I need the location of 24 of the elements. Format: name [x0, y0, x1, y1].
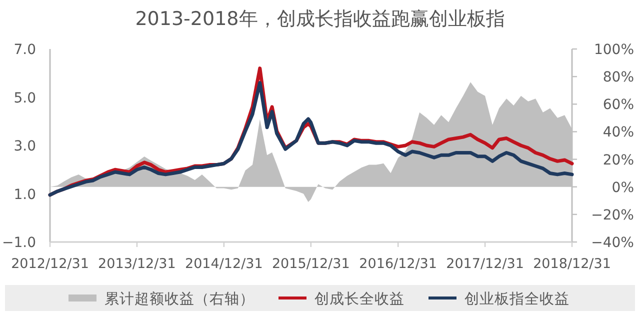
y2-tick-label: 20% [602, 152, 634, 168]
x-tick-label: 2012/12/31 [11, 256, 89, 272]
x-tick-label: 2017/12/31 [446, 256, 524, 272]
y-tick-label: 5.0 [14, 90, 36, 106]
legend-label: 创成长全收益 [314, 290, 404, 308]
chart-title: 2013-2018年，创成长指收益跑赢创业板指 [135, 8, 505, 30]
x-tick-label: 2015/12/31 [272, 256, 350, 272]
x-tick-label: 2014/12/31 [185, 256, 263, 272]
x-tick-label: 2013/12/31 [98, 256, 176, 272]
legend-label: 累计超额收益（右轴） [104, 290, 254, 308]
y-tick-label: −1.0 [2, 235, 36, 251]
y2-tick-label: 80% [602, 70, 634, 86]
y-tick-label: 7.0 [14, 42, 36, 58]
y2-tick-label: 40% [602, 124, 634, 141]
y2-tick-label: 60% [602, 97, 634, 114]
y2-tick-label: −40% [591, 235, 634, 251]
x-tick-label: 2018/12/31 [533, 256, 611, 272]
x-tick-label: 2016/12/31 [359, 256, 437, 272]
legend-label: 创业板指全收益 [464, 290, 570, 308]
y-tick-label: 1.0 [14, 186, 36, 203]
y2-tick-label: −20% [591, 207, 634, 224]
y-tick-label: 3.0 [14, 138, 36, 154]
y2-tick-label: 100% [594, 42, 634, 58]
y2-tick-label: 0% [612, 180, 634, 196]
